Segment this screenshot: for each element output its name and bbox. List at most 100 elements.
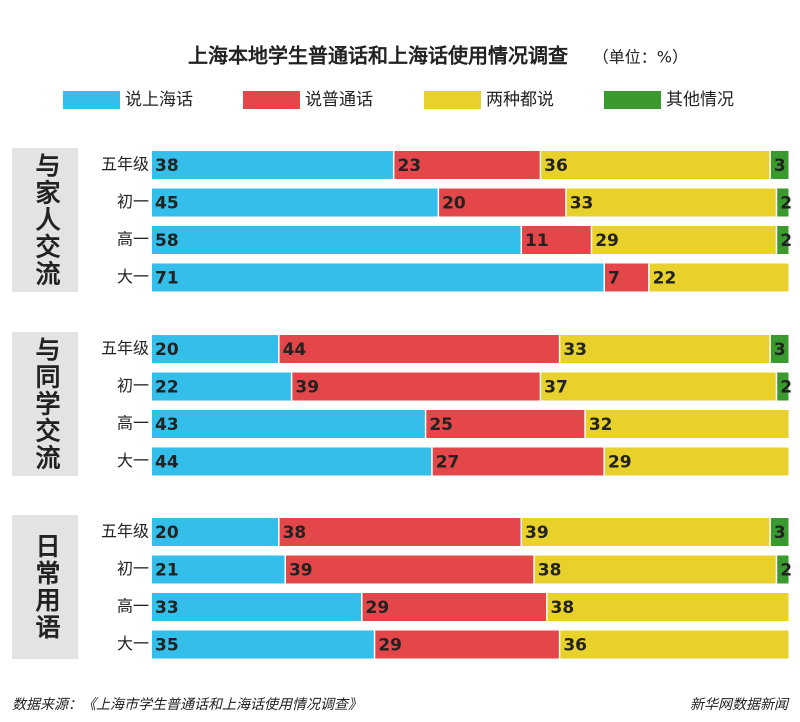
value-label: 29 xyxy=(378,636,402,656)
value-label: 22 xyxy=(155,378,179,398)
value-label: 39 xyxy=(295,378,319,398)
source-note: 数据来源：《上海市学生普通话和上海话使用情况调查》 xyxy=(12,697,362,713)
value-label: 3 xyxy=(774,156,786,176)
legend-swatch xyxy=(63,91,120,109)
category-label: 大一 xyxy=(117,451,149,470)
bar-segment xyxy=(777,555,789,584)
value-label: 44 xyxy=(283,340,307,360)
value-label: 11 xyxy=(525,231,549,251)
bar-segment xyxy=(152,335,279,363)
value-label: 2 xyxy=(780,194,792,214)
value-label: 39 xyxy=(289,561,313,581)
category-label: 初一 xyxy=(117,192,149,211)
bar-segment xyxy=(770,335,789,363)
value-label: 43 xyxy=(155,415,179,435)
category-label: 五年级 xyxy=(101,339,149,358)
value-label: 32 xyxy=(589,415,613,435)
value-label: 23 xyxy=(397,156,421,176)
bar-segment xyxy=(604,263,649,292)
bar-segment xyxy=(285,555,534,584)
bar-segment xyxy=(362,593,547,621)
bar-segment xyxy=(522,226,591,254)
group-box xyxy=(12,148,78,292)
bar-segment xyxy=(770,151,789,179)
value-label: 20 xyxy=(442,194,466,214)
value-label: 44 xyxy=(155,453,179,473)
value-label: 38 xyxy=(551,598,575,618)
value-label: 2 xyxy=(780,561,792,581)
bar-segment xyxy=(426,410,585,438)
bar-segment xyxy=(152,151,393,179)
value-label: 3 xyxy=(774,340,786,360)
legend-swatch xyxy=(604,91,661,109)
value-label: 20 xyxy=(155,340,179,360)
legend-swatch xyxy=(424,91,481,109)
value-label: 21 xyxy=(155,561,179,581)
bar-segment xyxy=(152,226,521,254)
bar-segment xyxy=(770,518,789,546)
category-label: 五年级 xyxy=(101,522,149,541)
value-label: 33 xyxy=(570,194,594,214)
group-box xyxy=(12,515,78,659)
value-label: 36 xyxy=(563,636,587,656)
credit: 新华网数据新闻 xyxy=(690,697,790,713)
bar-segment xyxy=(292,372,540,401)
bar-segment xyxy=(432,447,604,476)
category-label: 大一 xyxy=(117,267,149,286)
bar-segment xyxy=(777,372,789,401)
bar-segment xyxy=(152,263,604,292)
value-label: 38 xyxy=(538,561,562,581)
value-label: 3 xyxy=(774,523,786,543)
value-label: 37 xyxy=(544,378,568,398)
group-label: 与家人交流 xyxy=(32,153,61,288)
bar-segment xyxy=(560,335,770,363)
bar-segment xyxy=(279,518,521,546)
group-label: 与同学交流 xyxy=(32,337,61,472)
bar-segment xyxy=(522,518,770,546)
legend-swatch xyxy=(243,91,300,109)
group-box xyxy=(12,332,78,476)
category-label: 五年级 xyxy=(101,155,149,174)
bar-segment xyxy=(152,410,425,438)
value-label: 71 xyxy=(155,269,179,289)
bar-segment xyxy=(152,630,374,659)
value-label: 29 xyxy=(608,453,632,473)
bar-segment xyxy=(375,630,559,659)
category-label: 高一 xyxy=(117,597,149,616)
chart-title: 上海本地学生普通话和上海话使用情况调查 xyxy=(188,44,568,68)
value-label: 7 xyxy=(608,269,620,289)
bar-segment xyxy=(560,630,789,659)
category-label: 高一 xyxy=(117,230,149,249)
value-label: 2 xyxy=(780,378,792,398)
value-label: 45 xyxy=(155,194,179,214)
category-label: 初一 xyxy=(117,559,149,578)
value-label: 33 xyxy=(155,598,179,618)
bar-segment xyxy=(152,447,432,476)
value-label: 58 xyxy=(155,231,179,251)
bar-segment xyxy=(541,151,770,179)
value-label: 25 xyxy=(429,415,453,435)
group-label: 日常用语 xyxy=(32,533,61,641)
value-label: 2 xyxy=(780,231,792,251)
value-label: 36 xyxy=(544,156,568,176)
bar-segment xyxy=(152,555,285,584)
bar-segment xyxy=(152,188,438,217)
category-label: 初一 xyxy=(117,376,149,395)
bar-segment xyxy=(566,188,776,217)
value-label: 29 xyxy=(595,231,619,251)
bar-segment xyxy=(152,593,362,621)
value-label: 29 xyxy=(366,598,390,618)
bar-segment xyxy=(777,226,789,254)
bar-segment xyxy=(541,372,776,401)
category-label: 高一 xyxy=(117,414,149,433)
bar-segment xyxy=(152,518,279,546)
value-label: 33 xyxy=(563,340,587,360)
value-label: 20 xyxy=(155,523,179,543)
bar-segment xyxy=(604,447,789,476)
legend-label: 其他情况 xyxy=(666,90,734,110)
value-label: 39 xyxy=(525,523,549,543)
category-label: 大一 xyxy=(117,634,149,653)
bar-segment xyxy=(439,188,566,217)
bar-segment xyxy=(279,335,559,363)
bar-segment xyxy=(547,593,789,621)
